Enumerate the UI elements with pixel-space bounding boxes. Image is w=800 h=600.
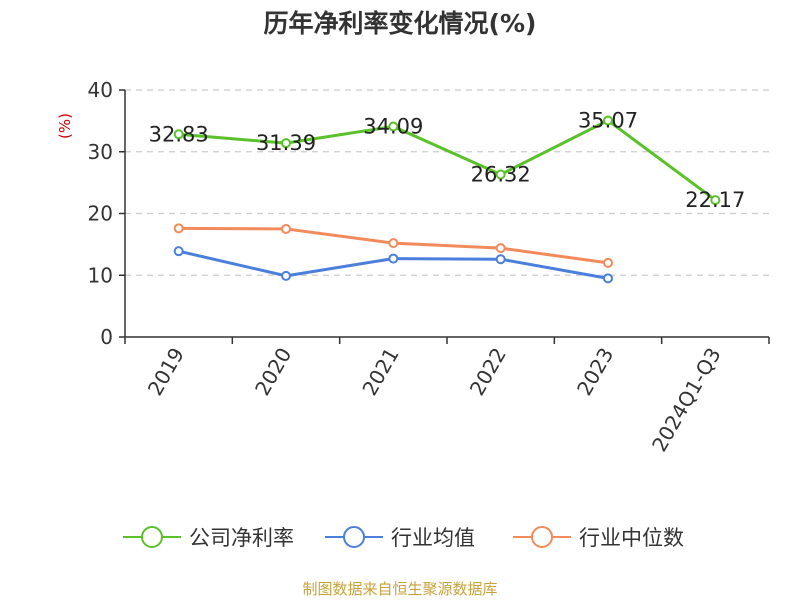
data-point (388, 253, 399, 264)
data-label: 22.17 (685, 188, 745, 212)
x-tick-label: 2020 (250, 344, 296, 400)
legend-marker (141, 526, 163, 548)
data-point (495, 169, 506, 180)
data-point (603, 273, 613, 284)
data-point (281, 223, 291, 234)
source-note: 制图数据来自恒生聚源数据库 (302, 580, 498, 598)
y-tick-label: 30 (88, 140, 113, 164)
series-line (178, 118, 717, 202)
x-tick-label: 2023 (572, 344, 618, 400)
data-point (603, 115, 613, 126)
data-label: 32.83 (149, 122, 209, 146)
y-tick-label: 20 (88, 202, 113, 226)
x-tick-label: 2022 (465, 343, 511, 399)
data-point (388, 121, 399, 132)
y-tick-label: 10 (88, 263, 113, 287)
chart-title: 历年净利率变化情况(%) (263, 9, 537, 38)
data-point (388, 238, 399, 249)
data-label: 31.39 (256, 131, 316, 155)
y-tick-label: 40 (88, 78, 113, 102)
x-tick-label: 2019 (143, 344, 189, 400)
legend-label: 公司净利率 (189, 526, 294, 550)
legend-label: 行业中位数 (579, 526, 684, 550)
legend-marker (343, 526, 365, 548)
x-tick-label: 2024Q1-Q3 (647, 344, 726, 456)
data-label: 34.09 (363, 114, 423, 138)
y-tick-label: 0 (100, 325, 113, 349)
legend: 公司净利率 行业均值 行业中位数 (123, 526, 684, 550)
data-point (710, 195, 721, 206)
series-lines (173, 115, 721, 284)
legend-marker (531, 526, 553, 548)
data-point (173, 223, 184, 234)
data-point (281, 270, 291, 281)
data-point (603, 257, 613, 268)
data-label: 26.32 (471, 162, 531, 186)
data-point (173, 246, 184, 257)
legend-label: 行业均值 (391, 526, 475, 550)
y-axis-unit-label: (%) (56, 113, 74, 139)
grid-lines (125, 89, 769, 276)
data-point (281, 138, 291, 149)
x-tick-label: 2021 (357, 344, 403, 400)
data-point (495, 254, 506, 265)
data-labels: 32.83 31.39 34.09 26.32 35.07 22.17 (149, 108, 746, 212)
data-point (495, 243, 506, 254)
data-label: 35.07 (578, 108, 638, 132)
data-point (173, 129, 184, 140)
